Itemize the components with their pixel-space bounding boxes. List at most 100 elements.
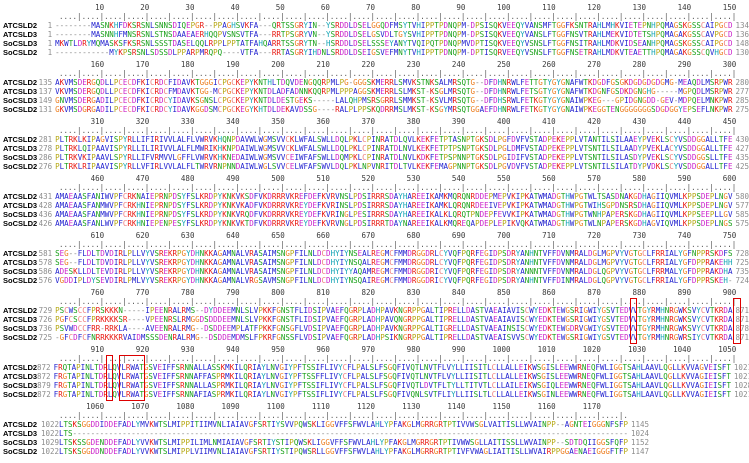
alignment-block: 10 20 30 40 50 60 70 80 90 100 110 120 1… [0,3,749,57]
row-end-number: 427 [735,144,749,153]
residue-sequence: --------MASNKHFDKSRSNLSNNSDIQEPGR--PPAGH… [55,21,733,30]
row-start-number: 872 [37,372,51,381]
residue-sequence: PSCWSCCFPRSKKKN-----IPEENRALRMS--DYDDEEM… [55,306,733,315]
alignment-block: 760 770 780 790 800 810 820 830 840 850 … [0,288,749,344]
alignment-row: SoCSLD2 576 VGDDIPLDYSEVDIRLPMLVYVSREKRPGY… [0,276,749,285]
alignment-row: SoCSLD3 149 GNVMSDERGADILPCECDFKICRDCYIDAV… [0,96,749,105]
sequence-name-label: ATCSLD2 [3,306,38,315]
alignment-row: SoCSLD2 1022 LTSKSGGDDNDDEFADLYVVKWTSLMIPP… [0,447,749,456]
row-start-number: 278 [38,144,53,153]
alignment-block: 460 470 480 490 500 510 520 530 540 550 … [0,174,749,228]
ruler-numbers: 160 170 180 190 200 210 220 230 240 250 … [59,60,737,69]
residue-sequence: AMAEAASFANMWVPFCRKHNIEPRNPDSYFSLKRDPYKNK… [55,201,733,210]
alignment-row: SoCSLD2 131 GKVMSDGRGADILPCECDFKICRDCYIDAV… [0,105,749,114]
row-end-number: 871 [735,306,749,315]
residue-sequence: FRGTAPINLTDRLQVLRWATGSVEIFFSRNNAFIASPRMK… [53,390,732,399]
alignment-row: SoCSLD2 276 PLTRKLRIPAAVISPYRLLVFIRLVVLALF… [0,162,749,171]
residue-sequence: ADESKLLDLTEVDIRLPLLVYVSREKRPGYDHNKKAGAMN… [55,267,733,276]
ruler-numbers: 460 470 480 490 500 510 520 530 540 550 … [59,174,737,183]
row-end-number: 275 [735,105,749,114]
row-start-number: 131 [38,105,53,114]
row-end-number: 728 [735,249,749,258]
residue-sequence: PLTRKVKIPAAVLSPYRLLIFVRMVVLGFFLVWRVKHKNE… [55,153,733,162]
sequence-name-label: ATCSLD3 [3,315,38,324]
sequence-name-label: SoCSLD2 [3,390,38,399]
residue-sequence: FRQTAPINLTDRLQVLRWATGSVEIFFSRNNALLASSKMK… [53,363,731,372]
sequence-name-label: SoCSLD3 [3,267,38,276]
residue-sequence: LTSKSGGDDIDDEFADLYMVKWTSLMIPPITIIMVNLIAI… [59,420,628,429]
sequence-name-label: SoCSLD3 [3,210,38,219]
residue-sequence: MKWTLDRYMQMASKSFKSRSNLSSSTDASELQQLRPPLPP… [55,39,733,48]
sequence-name-label: SoCSLD2 [3,447,38,456]
alignment-row: ATCSLD2 872 FRQTAPINLTDRLQVLRWATGSVEIFFSRN… [0,363,749,372]
alignment-row: ATCSLD3 726 PGFCSCCFPRKKKKSR----VPEENRSLRM… [0,315,749,324]
alignment-row: SoCSLD2 1 ------------MYKPSRSNLSDSSDLPPARP… [0,48,749,57]
residue-sequence: AMAEAASFANIWVPFCRKNAIEPRNPDSYFSLKRDPYKNK… [55,192,733,201]
sequence-name-label: ATCSLD2 [3,135,38,144]
ruler-ticks: ....|....|....|....|....|....|....|....|… [59,12,737,21]
alignment-row: ATCSLD2 729 PSCWSCCFPRSKKKN-----IPEENRALRM… [0,306,749,315]
row-start-number: 276 [38,162,53,171]
ruler-numbers: 10 20 30 40 50 60 70 80 90 100 110 120 1… [59,3,737,12]
row-start-number: 1022 [41,447,60,456]
row-end-number: 724 [735,276,749,285]
row-end-number: 580 [735,192,749,201]
sequence-name-label: ATCSLD3 [3,144,38,153]
alignment-row: ATCSLD3 137 VKVMSDERGQDLLPCECDFKICRDCFMDAV… [0,87,749,96]
row-start-number: 135 [38,78,53,87]
alignment-row: SoCSLD3 436 AMAEAASFANMWVPFCRKHNIEPRNPDSYF… [0,210,749,219]
residue-sequence: AMAEAASFANLWVPFCRKHNIEPENPESYFSLKRDPYKNK… [55,219,733,228]
alignment-row: ATCSLD2 431 AMAEAASFANIWVPFCRKNAIEPRNPDSYF… [0,192,749,201]
row-end-number: 130 [735,48,749,57]
sequence-name-label: ATCSLD3 [3,201,38,210]
row-end-number: 430 [735,135,749,144]
ruler-ticks: ....|....|....|....|....|....|....|....|… [59,183,737,192]
residue-sequence: AMAEAASFANMWVPFCRKHNIEPRNPDSYFSLKRDPYKNK… [55,210,733,219]
ruler-ticks: ....|....|....|....|....|....|....|....|… [59,126,737,135]
residue-sequence: PGFCSCCFPRKKKKSR----VPEENRSLRMGGDSDDDEEM… [55,315,733,324]
sequence-name-label: SoCSLD2 [3,333,38,342]
alignment-row: ATCSLD2 135 AKVMSDERGQDLLPCECDFKICRDCFIDAV… [0,78,749,87]
row-end-number: 577 [735,201,749,210]
row-start-number: 1022 [41,429,60,438]
row-start-number: 286 [38,153,53,162]
sequence-name-label: SoCSLD3 [3,324,38,333]
alignment-row: ATCSLD2 1 --------MASNKHFDKSRSNLSNNSDIQEPG… [0,21,749,30]
residue-sequence: VGDDIPLDYSEVDIRLPMLVYVSREKRPGYDHNKKAGAMN… [55,276,733,285]
row-start-number: 431 [38,192,53,201]
ruler-numbers: 610 620 630 640 650 660 670 680 690 700 … [59,231,737,240]
alignment-row: ATCSLD3 278 PLTRKLQIPAAVISPYRLLILIRIVVLALF… [0,144,749,153]
sequence-name-label: SoCSLD3 [3,96,38,105]
alignment-row: SoCSLD3 586 ADESKLLDLTEVDIRLPLLVYVSREKRPGY… [0,267,749,276]
sequence-name-label: ATCSLD2 [3,192,38,201]
sequence-name-label: ATCSLD2 [3,420,38,429]
residue-sequence: PLTRKLRIPAAVISPYRLLVFIRLVVLALFLTWRVRNPNN… [55,162,733,171]
residue-sequence: --------MASNNHFMNSRSNLSTNSDAAEAERHQQPVSN… [55,30,733,39]
row-end-number: 735 [735,267,749,276]
ruler-ticks: ....|....|....|....|....|....|....|....|… [59,69,737,78]
row-start-number: 1 [47,48,53,57]
alignment-block: 610 620 630 640 650 660 670 680 690 700 … [0,231,749,285]
sequence-name-label: ATCSLD3 [3,258,38,267]
row-start-number: 872 [37,363,51,372]
alignment-row: SoCSLD3 286 PLTRKVKIPAAVLSPYRLLIFVRMVVLGFF… [0,153,749,162]
residue-sequence: PLTRKLQIPAAVISPYRLLILIRIVVLALFLMWRIKHKNP… [55,144,733,153]
sequence-name-label: ATCSLD2 [3,21,38,30]
row-end-number: 435 [735,153,749,162]
row-end-number: 277 [735,87,749,96]
row-end-number: 136 [735,30,749,39]
sequence-name-label: SoCSLD3 [3,381,38,390]
row-start-number: 426 [38,219,53,228]
row-start-number: 137 [38,87,53,96]
sequence-name-label: SoCSLD2 [3,162,38,171]
row-start-number: 879 [37,381,51,390]
row-start-number: 436 [38,210,53,219]
row-start-number: 581 [38,249,53,258]
alignment-block: 160 170 180 190 200 210 220 230 240 250 … [0,60,749,114]
row-start-number: 1 [47,39,53,48]
ruler-ticks: ....|....|....|....|....|....|....|....|… [59,411,628,420]
residue-sequence: -GFCDFCFNRRKKKRVAIDMSSSDENRALRMG--DSDDEM… [55,333,733,342]
sequence-name-label: ATCSLD3 [3,30,38,39]
sequence-name-label: ATCSLD3 [3,372,38,381]
